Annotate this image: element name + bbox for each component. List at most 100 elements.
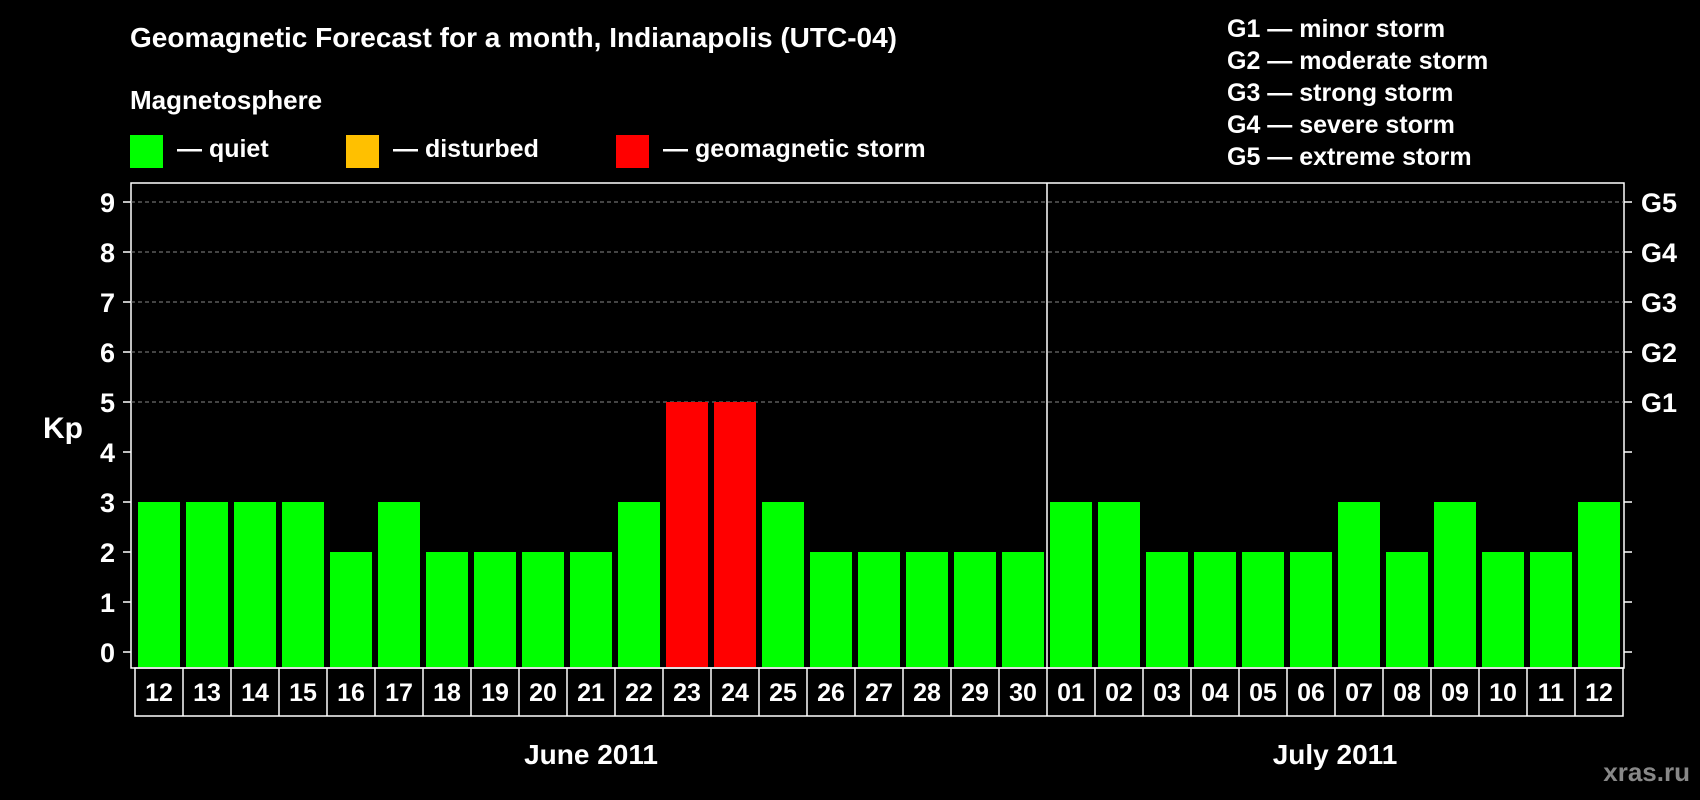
bar-11 bbox=[666, 402, 708, 667]
x-tick-label-28: 10 bbox=[1489, 679, 1517, 707]
x-tick-label-16: 28 bbox=[913, 679, 941, 707]
x-tick-label-5: 17 bbox=[385, 679, 413, 707]
chart-title: Geomagnetic Forecast for a month, Indian… bbox=[130, 22, 897, 53]
x-tick-label-3: 15 bbox=[289, 679, 317, 707]
x-tick-label-2: 14 bbox=[241, 679, 269, 707]
bar-13 bbox=[762, 502, 804, 667]
grid-lines bbox=[131, 201, 1624, 403]
bar-24 bbox=[1290, 552, 1332, 667]
month-label-1: July 2011 bbox=[1273, 739, 1398, 770]
legend: Magnetosphere — quiet — disturbed — geom… bbox=[130, 85, 926, 168]
storm-scale-key: G1 — minor storm G2 — moderate storm G3 … bbox=[1227, 15, 1488, 171]
y-tick-label-2: 2 bbox=[100, 538, 115, 568]
x-axis: 12 13 14 15 16 17 18 19 20 21 22 23 24 25 26 27 28 29 30 01… bbox=[134, 183, 1624, 770]
y-axis: 0 1 2 3 4 5 6 7 8 9 bbox=[100, 188, 131, 668]
bar-16 bbox=[906, 552, 948, 667]
y-tick-label-4: 4 bbox=[100, 438, 115, 468]
x-tick-label-19: 01 bbox=[1057, 679, 1085, 707]
watermark: xras.ru bbox=[1603, 757, 1690, 787]
month-label-0: June 2011 bbox=[524, 739, 658, 770]
legend-swatch-storm bbox=[616, 135, 649, 168]
bar-8 bbox=[522, 552, 564, 667]
x-tick-label-9: 21 bbox=[577, 679, 605, 707]
y-tick-label-3: 3 bbox=[100, 488, 115, 518]
x-tick-label-11: 23 bbox=[673, 679, 701, 707]
right-label-g5: G5 bbox=[1641, 188, 1677, 218]
x-tick-label-24: 06 bbox=[1297, 679, 1325, 707]
legend-heading: Magnetosphere bbox=[130, 85, 322, 115]
bar-30 bbox=[1578, 502, 1620, 667]
x-tick-label-6: 18 bbox=[433, 679, 461, 707]
x-tick-label-0: 12 bbox=[145, 679, 173, 707]
bar-29 bbox=[1530, 552, 1572, 667]
legend-label-disturbed: — disturbed bbox=[393, 135, 539, 163]
y-tick-label-5: 5 bbox=[100, 388, 115, 418]
y-axis-label: Kp bbox=[43, 412, 83, 445]
bar-17 bbox=[954, 552, 996, 667]
bar-20 bbox=[1098, 502, 1140, 667]
storm-scale-g5: G5 — extreme storm bbox=[1227, 143, 1472, 171]
legend-label-quiet: — quiet bbox=[177, 135, 269, 163]
x-tick-label-13: 25 bbox=[769, 679, 797, 707]
y-tick-label-9: 9 bbox=[100, 188, 115, 218]
x-tick-label-25: 07 bbox=[1345, 679, 1373, 707]
bars bbox=[138, 402, 1620, 667]
bar-2 bbox=[234, 502, 276, 667]
bar-0 bbox=[138, 502, 180, 667]
x-tick-label-14: 26 bbox=[817, 679, 845, 707]
bar-26 bbox=[1386, 552, 1428, 667]
x-tick-label-1: 13 bbox=[193, 679, 221, 707]
day-box-frame bbox=[134, 667, 1624, 717]
x-tick-label-23: 05 bbox=[1249, 679, 1277, 707]
bar-14 bbox=[810, 552, 852, 667]
x-tick-label-8: 20 bbox=[529, 679, 557, 707]
x-tick-label-12: 24 bbox=[721, 679, 749, 707]
bar-25 bbox=[1338, 502, 1380, 667]
right-label-g1: G1 bbox=[1641, 388, 1677, 418]
legend-label-storm: — geomagnetic storm bbox=[663, 135, 926, 163]
x-tick-label-22: 04 bbox=[1201, 679, 1229, 707]
legend-swatch-quiet bbox=[130, 135, 163, 168]
bar-27 bbox=[1434, 502, 1476, 667]
bar-28 bbox=[1482, 552, 1524, 667]
right-axis: G1 G2 G3 G4 G5 bbox=[1624, 188, 1677, 653]
bar-21 bbox=[1146, 552, 1188, 667]
storm-scale-g1: G1 — minor storm bbox=[1227, 15, 1445, 43]
x-tick-label-17: 29 bbox=[961, 679, 989, 707]
bar-1 bbox=[186, 502, 228, 667]
y-tick-label-6: 6 bbox=[100, 338, 115, 368]
legend-swatch-disturbed bbox=[346, 135, 379, 168]
y-tick-label-1: 1 bbox=[100, 588, 115, 618]
x-tick-label-21: 03 bbox=[1153, 679, 1181, 707]
x-tick-label-4: 16 bbox=[337, 679, 365, 707]
bar-7 bbox=[474, 552, 516, 667]
storm-scale-g4: G4 — severe storm bbox=[1227, 111, 1455, 139]
bar-10 bbox=[618, 502, 660, 667]
y-tick-label-0: 0 bbox=[100, 638, 115, 668]
x-tick-label-15: 27 bbox=[865, 679, 893, 707]
bar-19 bbox=[1050, 502, 1092, 667]
right-label-g2: G2 bbox=[1641, 338, 1677, 368]
y-tick-label-8: 8 bbox=[100, 238, 115, 268]
bar-5 bbox=[378, 502, 420, 667]
x-tick-label-7: 19 bbox=[481, 679, 509, 707]
bar-6 bbox=[426, 552, 468, 667]
right-label-g4: G4 bbox=[1641, 238, 1677, 268]
bar-23 bbox=[1242, 552, 1284, 667]
bar-4 bbox=[330, 552, 372, 667]
bar-3 bbox=[282, 502, 324, 667]
bar-18 bbox=[1002, 552, 1044, 667]
x-tick-label-29: 11 bbox=[1538, 679, 1565, 707]
bar-9 bbox=[570, 552, 612, 667]
x-tick-label-26: 08 bbox=[1393, 679, 1421, 707]
x-tick-label-20: 02 bbox=[1105, 679, 1133, 707]
bar-22 bbox=[1194, 552, 1236, 667]
x-tick-label-30: 12 bbox=[1585, 679, 1613, 707]
y-tick-label-7: 7 bbox=[100, 288, 115, 318]
storm-scale-g2: G2 — moderate storm bbox=[1227, 47, 1488, 75]
right-label-g3: G3 bbox=[1641, 288, 1677, 318]
bar-15 bbox=[858, 552, 900, 667]
bar-12 bbox=[714, 402, 756, 667]
x-tick-label-10: 22 bbox=[625, 679, 653, 707]
